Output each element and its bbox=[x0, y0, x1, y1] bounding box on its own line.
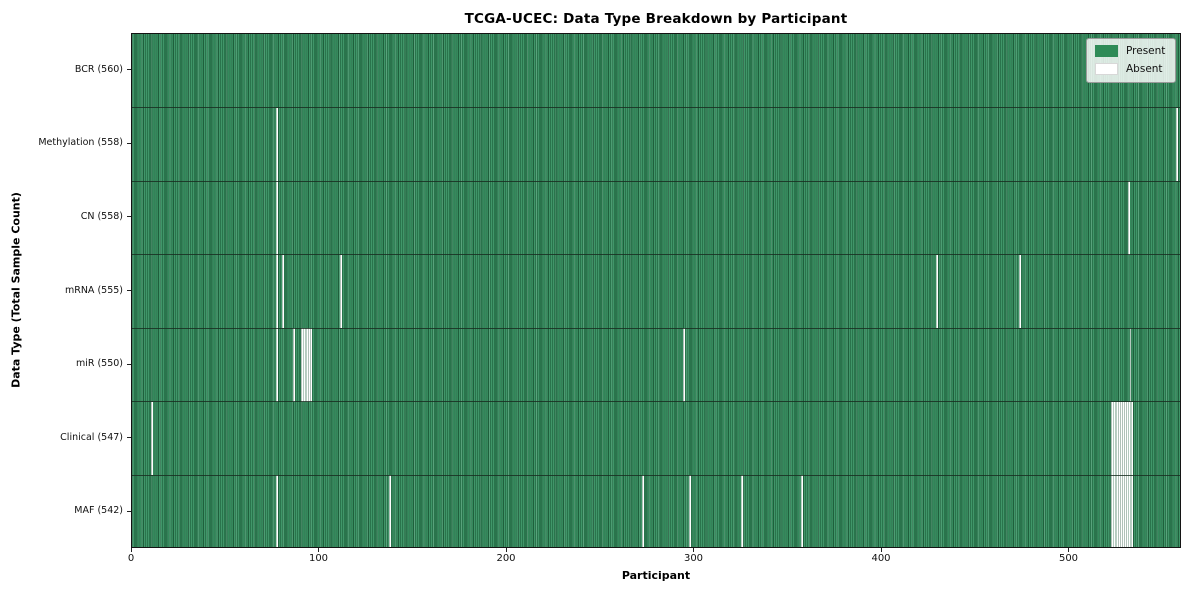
absent-cell bbox=[1120, 475, 1122, 547]
y-tick-mark bbox=[127, 437, 131, 439]
absent-cell bbox=[310, 328, 312, 402]
absent-cell bbox=[276, 475, 279, 547]
absent-cell bbox=[1118, 401, 1121, 476]
absent-cell bbox=[1129, 401, 1132, 476]
legend-swatch-absent bbox=[1095, 63, 1118, 75]
absent-cell bbox=[1127, 401, 1130, 476]
absent-cell bbox=[1112, 401, 1115, 476]
absent-cell bbox=[1131, 475, 1134, 547]
y-tick-mark bbox=[127, 142, 131, 144]
absent-cell bbox=[340, 254, 342, 329]
x-axis-label: Participant bbox=[621, 569, 691, 582]
legend-item-absent: Absent bbox=[1095, 63, 1165, 75]
absent-cell bbox=[1129, 328, 1132, 402]
absent-cell bbox=[1122, 401, 1124, 476]
absent-cell bbox=[1110, 401, 1113, 476]
absent-cell bbox=[1127, 181, 1130, 255]
y-tick-mark bbox=[127, 290, 131, 291]
absent-cell bbox=[1125, 475, 1128, 547]
absent-cell bbox=[276, 181, 279, 255]
absent-cell bbox=[308, 328, 311, 402]
row-divider bbox=[132, 180, 1180, 182]
x-tick-label: 500 bbox=[1058, 553, 1079, 564]
absent-cell bbox=[306, 328, 309, 402]
y-tick-mark bbox=[127, 216, 131, 218]
absent-cell bbox=[642, 475, 644, 547]
y-tick-label: miR (550) bbox=[75, 358, 123, 370]
x-tick-label: 200 bbox=[496, 553, 516, 564]
chart-title: TCGA-UCEC: Data Type Breakdown by Partic… bbox=[464, 11, 848, 27]
absent-cell bbox=[1123, 401, 1126, 476]
absent-cell bbox=[1116, 475, 1119, 547]
x-tick-mark bbox=[693, 548, 694, 552]
row-divider bbox=[132, 327, 1180, 329]
y-tick-mark bbox=[127, 363, 131, 365]
row-divider bbox=[132, 401, 1180, 403]
absent-cell bbox=[1114, 401, 1117, 476]
x-tick-label: 400 bbox=[871, 553, 891, 564]
absent-cell bbox=[1125, 401, 1128, 476]
x-tick-label: 100 bbox=[308, 553, 329, 564]
absent-cell bbox=[304, 328, 307, 402]
absent-cell bbox=[282, 254, 284, 329]
absent-cell bbox=[801, 475, 804, 547]
absent-cell bbox=[302, 328, 305, 402]
x-tick-mark bbox=[880, 548, 882, 552]
x-tick-mark bbox=[1068, 548, 1069, 552]
row-divider bbox=[132, 474, 1180, 476]
legend-item-present: Present bbox=[1095, 45, 1165, 57]
absent-cell bbox=[150, 401, 153, 476]
absent-cell bbox=[300, 328, 303, 402]
x-tick-label: 300 bbox=[683, 553, 704, 564]
absent-cell bbox=[1114, 475, 1117, 547]
y-tick-label: Methylation (558) bbox=[38, 137, 123, 149]
absent-cell bbox=[683, 328, 686, 402]
absent-cell bbox=[688, 475, 691, 547]
y-tick-mark bbox=[127, 510, 131, 512]
absent-cell bbox=[1131, 401, 1134, 476]
absent-cell bbox=[1116, 401, 1119, 476]
absent-cell bbox=[1112, 475, 1115, 547]
absent-cell bbox=[276, 254, 279, 329]
x-tick-label: 0 bbox=[127, 553, 135, 564]
absent-cell bbox=[1110, 475, 1113, 547]
y-tick-label: mRNA (555) bbox=[64, 284, 123, 296]
x-tick-mark bbox=[318, 548, 319, 552]
x-tick-mark bbox=[505, 548, 507, 552]
absent-cell bbox=[1176, 107, 1179, 182]
row-divider bbox=[132, 254, 1180, 256]
absent-cell bbox=[936, 254, 939, 329]
y-tick-label: Clinical (547) bbox=[60, 431, 123, 443]
absent-cell bbox=[293, 328, 296, 402]
y-tick-label: MAF (542) bbox=[74, 505, 123, 517]
absent-cell bbox=[1122, 475, 1124, 547]
legend-swatch-present bbox=[1095, 45, 1118, 57]
absent-cell bbox=[1120, 401, 1122, 476]
absent-cell bbox=[388, 475, 391, 547]
row-divider bbox=[132, 107, 1180, 109]
absent-cell bbox=[1118, 475, 1121, 547]
y-tick-label: BCR (560) bbox=[74, 63, 123, 75]
x-tick-mark bbox=[130, 548, 132, 552]
absent-cell bbox=[276, 328, 279, 402]
legend-label-present: Present bbox=[1126, 45, 1166, 57]
plot-area bbox=[131, 33, 1181, 548]
absent-cell bbox=[1123, 475, 1126, 547]
legend-label-absent: Absent bbox=[1126, 63, 1163, 75]
y-tick-mark bbox=[127, 69, 131, 71]
absent-cell bbox=[276, 107, 279, 182]
legend: Present Absent bbox=[1086, 38, 1177, 83]
absent-cell bbox=[1127, 475, 1130, 547]
y-tick-label: CN (558) bbox=[80, 210, 123, 222]
absent-cell bbox=[1129, 475, 1132, 547]
absent-cell bbox=[741, 475, 744, 547]
absent-cell bbox=[1018, 254, 1021, 329]
